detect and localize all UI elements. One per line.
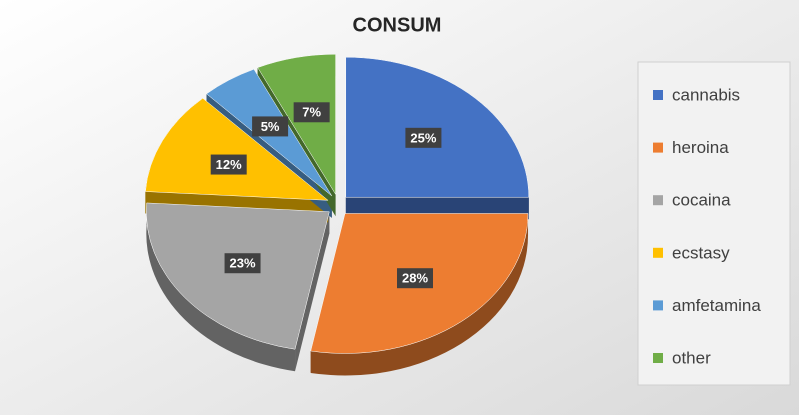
- data-label: 23%: [230, 256, 256, 271]
- slice-wall: [295, 211, 330, 372]
- legend-label: ecstasy: [672, 243, 730, 262]
- legend-box: [637, 61, 791, 386]
- slice-side: [146, 202, 296, 372]
- data-label: 28%: [402, 271, 428, 286]
- data-label-box: [224, 253, 261, 274]
- data-label: 5%: [261, 119, 280, 134]
- slice: [345, 56, 530, 198]
- data-label-box: [252, 116, 289, 137]
- slice: [145, 97, 329, 201]
- legend-swatch: [653, 353, 663, 363]
- data-label: 12%: [216, 157, 242, 172]
- data-label-box: [293, 102, 330, 123]
- legend-swatch: [653, 142, 663, 153]
- data-label-box: [210, 154, 247, 175]
- legend-swatch: [653, 300, 663, 311]
- legend-label: cocaina: [672, 191, 731, 210]
- legend-label: cannabis: [672, 85, 740, 104]
- legend-swatch: [653, 195, 663, 206]
- data-label: 7%: [302, 105, 321, 120]
- slice-side: [310, 213, 529, 376]
- slice: [257, 54, 336, 196]
- legend-swatch: [653, 90, 663, 100]
- legend-label: heroina: [672, 138, 729, 157]
- chart-title: CONSUM: [353, 14, 442, 36]
- legend-swatch: [653, 247, 663, 258]
- legend-label: other: [672, 348, 711, 367]
- data-label: 25%: [410, 130, 436, 145]
- data-label-box: [405, 127, 442, 148]
- data-label-box: [397, 268, 434, 289]
- legend-label: amfetamina: [672, 296, 761, 315]
- slice: [146, 202, 330, 350]
